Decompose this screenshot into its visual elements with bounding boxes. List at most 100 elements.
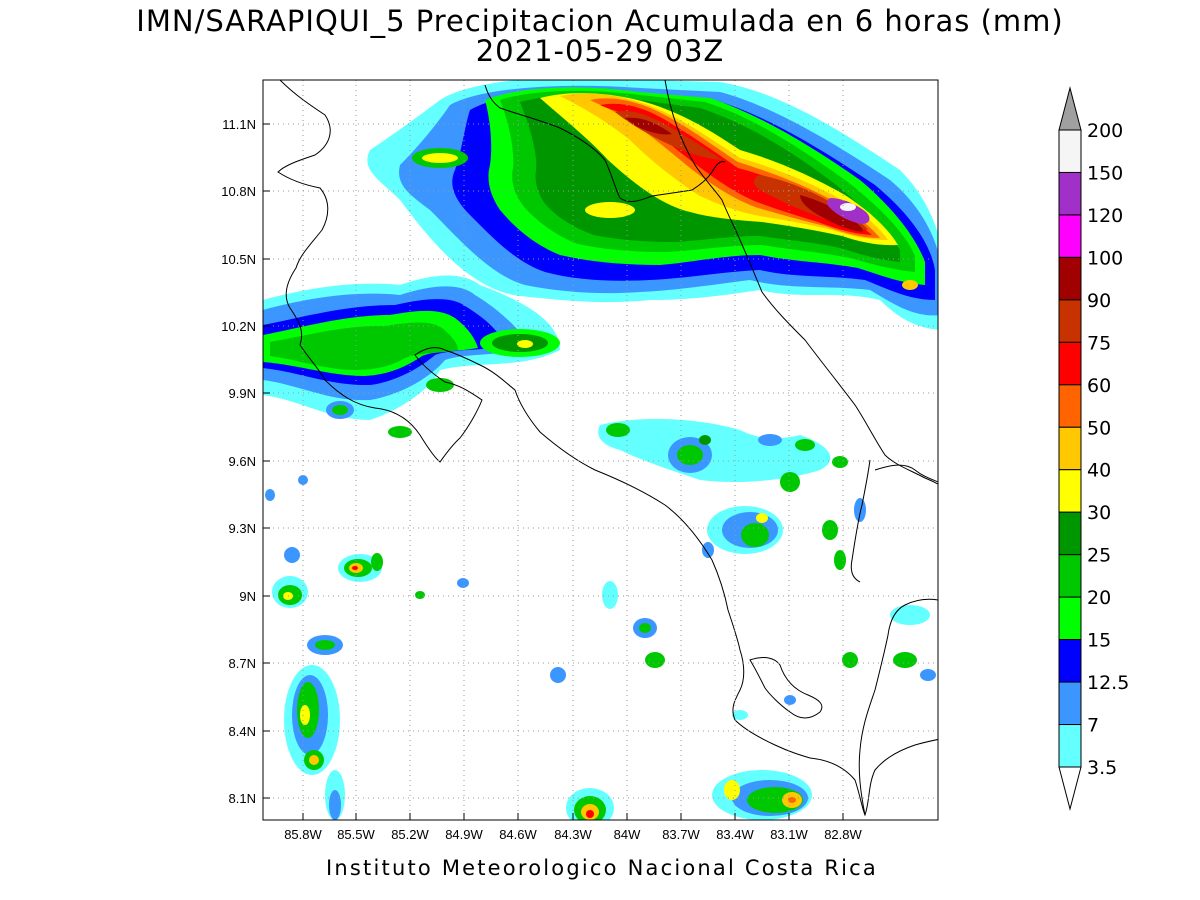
lon-tick-label: 84.3W <box>554 827 592 842</box>
panama-coast-east <box>874 464 938 483</box>
lat-tick-label: 8.7N <box>229 656 256 671</box>
lon-tick-label: 82.8W <box>824 827 862 842</box>
lat-tick-label: 8.1N <box>229 791 256 806</box>
precip-cell <box>732 710 748 720</box>
colorbar-swatch <box>1058 384 1082 428</box>
precip-cell <box>265 489 275 501</box>
lon-tick-label: 83.4W <box>716 827 754 842</box>
lon-tick-label: 84.6W <box>499 827 537 842</box>
lon-tick-label: 83.1W <box>770 827 808 842</box>
precip-cell <box>724 780 740 800</box>
colorbar-label: 15 <box>1087 630 1111 652</box>
pacific-coast <box>277 80 811 759</box>
precip-cell <box>645 652 665 668</box>
colorbar-top-arrow <box>1058 86 1082 131</box>
precip-cell <box>586 810 594 818</box>
lat-tick-label: 11.1N <box>222 117 256 132</box>
lat-tick-label: 9.6N <box>229 454 256 469</box>
precip-cell <box>699 435 711 445</box>
precip-cell <box>832 456 848 468</box>
southern-coast <box>809 738 938 817</box>
colorbar-label: 100 <box>1087 247 1123 269</box>
colorbar-label: 150 <box>1087 162 1123 184</box>
panama-border <box>858 598 938 816</box>
precip-cell <box>795 439 815 451</box>
colorbar-swatch <box>1058 426 1082 471</box>
lat-tick-label: 10.2N <box>221 319 256 334</box>
colorbar-label: 200 <box>1087 120 1123 142</box>
precip-cell <box>426 378 454 392</box>
graticule <box>263 80 938 820</box>
precip-area-20mm-west <box>270 322 458 370</box>
precip-cell <box>550 667 566 683</box>
precip-cell <box>602 581 618 609</box>
precip-cell <box>585 202 635 218</box>
precip-cell <box>606 423 630 437</box>
lat-tick-label: 8.4N <box>229 724 256 739</box>
lat-tick-label: 10.5N <box>221 252 256 267</box>
precip-cell <box>834 550 846 570</box>
precip-max-200mm <box>840 203 856 211</box>
colorbar-swatch <box>1058 256 1082 301</box>
precip-field <box>263 80 938 820</box>
lon-tick-label: 85.5W <box>337 827 375 842</box>
colorbar-swatch <box>1058 596 1082 641</box>
precip-cell <box>756 513 768 523</box>
colorbar-swatch <box>1058 469 1082 513</box>
precip-cell <box>822 520 838 540</box>
colorbar-label: 30 <box>1087 502 1111 524</box>
colorbar-swatch <box>1058 171 1082 216</box>
precip-cell <box>332 405 348 415</box>
colorbar-swatch <box>1058 511 1082 556</box>
colorbar-swatch <box>1058 554 1082 598</box>
precip-cell <box>842 652 858 668</box>
colorbar-swatch <box>1058 299 1082 343</box>
precip-area-150mm <box>827 198 870 224</box>
precip-cell <box>893 652 917 668</box>
colorbar-label: 60 <box>1087 375 1111 397</box>
colorbar-label: 25 <box>1087 545 1111 567</box>
colorbar-swatch <box>1058 129 1082 173</box>
precip-area-90mm <box>625 117 863 232</box>
nicaragua-border <box>484 84 726 202</box>
precip-cell <box>517 340 533 348</box>
map-frame <box>262 79 939 821</box>
colorbar-bottom-arrow <box>1058 766 1082 811</box>
lon-tick-label: 85.8W <box>284 827 322 842</box>
precip-cell <box>309 755 319 765</box>
colorbar-label: 3.5 <box>1087 757 1117 779</box>
colorbar-label: 40 <box>1087 460 1111 482</box>
lon-tick-label: 83.7W <box>662 827 700 842</box>
lat-tick-labels: 11.1N 10.8N 10.5N 10.2N 9.9N 9.6N 9.3N 9… <box>221 117 256 806</box>
lat-tick-label: 9.9N <box>229 386 256 401</box>
osa-peninsula <box>749 657 823 719</box>
precip-cell <box>854 498 866 522</box>
precip-cell <box>329 790 341 820</box>
lat-tick-label: 10.8N <box>221 184 256 199</box>
lon-tick-label: 84W <box>614 827 641 842</box>
map-datetime: 2021-05-29 03Z <box>475 34 725 68</box>
precip-cell <box>741 523 769 547</box>
precip-cell <box>780 472 800 492</box>
colorbar-swatch <box>1058 724 1082 768</box>
colorbar: 200 150 120 100 90 75 60 50 40 30 25 20 15 12.5 7 3.5 <box>1058 86 1129 811</box>
colorbar-label: 7 <box>1087 715 1099 737</box>
precip-cell <box>415 591 425 599</box>
colorbar-label: 90 <box>1087 290 1111 312</box>
precip-cell <box>284 547 300 563</box>
lon-tick-labels: 85.8W 85.5W 85.2W 84.9W 84.6W 84.3W 84W … <box>284 827 862 842</box>
precip-cell <box>677 445 703 465</box>
colorbar-label: 20 <box>1087 587 1111 609</box>
lon-tick-label: 85.2W <box>391 827 429 842</box>
colorbar-label: 12.5 <box>1087 672 1129 694</box>
precip-cell <box>784 695 796 705</box>
panama-north-border <box>850 459 871 583</box>
precip-cell <box>920 669 936 681</box>
colorbar-label: 75 <box>1087 332 1111 354</box>
coastlines <box>277 80 938 817</box>
precip-cell <box>388 426 412 438</box>
precip-cell <box>371 553 383 571</box>
precip-cell <box>890 605 930 625</box>
map-title: IMN/SARAPIQUI_5 Precipitacion Acumulada … <box>136 4 1064 38</box>
